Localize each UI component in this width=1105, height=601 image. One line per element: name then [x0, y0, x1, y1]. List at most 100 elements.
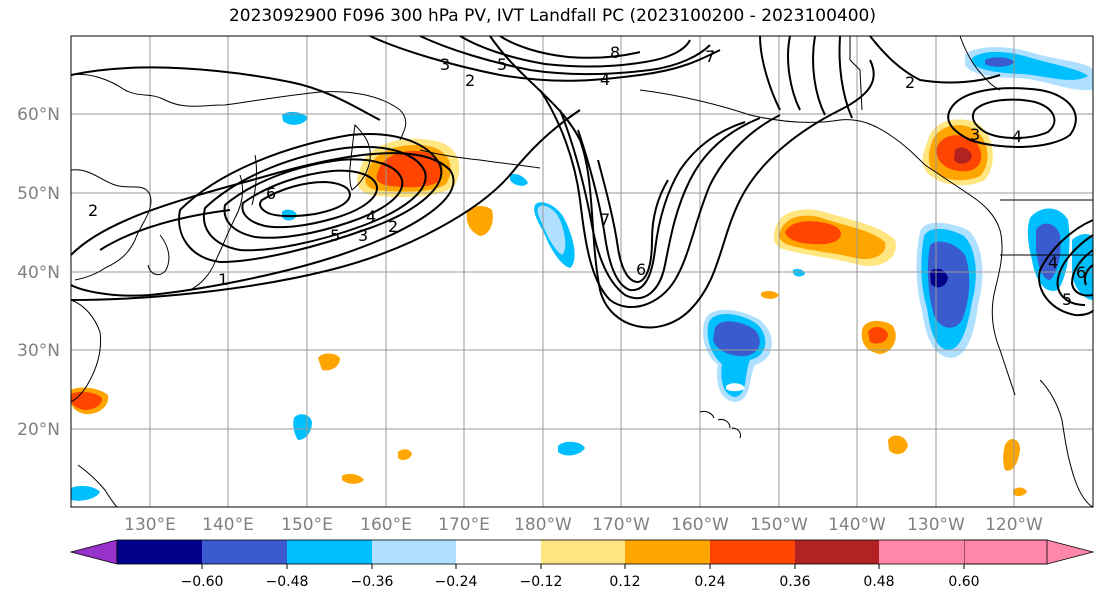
pv-label: 5 [1062, 290, 1072, 309]
ivt-positive-small-f [342, 473, 364, 484]
lon-label: 150°W [750, 515, 808, 535]
pv-contour-east-2 [1056, 234, 1094, 306]
pv-contour-east-4 [1083, 264, 1094, 286]
colorbar-segment [372, 540, 456, 564]
colorbar-segment [710, 540, 795, 564]
chart-title: 2023092900 F096 300 hPa PV, IVT Landfall… [228, 6, 876, 26]
colorbar-tick-label: −0.48 [266, 574, 309, 590]
colorbar-outline [116, 539, 1048, 565]
ivt-negative-small-b [282, 209, 297, 221]
pv-label: 6 [266, 184, 276, 203]
lon-label: 170°W [592, 515, 650, 535]
coastline-japan [189, 174, 243, 291]
coastline-china-south [70, 299, 101, 403]
pv-label: 7 [600, 210, 610, 229]
ivt-negative-hawaii-gap [726, 383, 745, 392]
ivt-positive-small-e [398, 449, 412, 461]
lat-label: 40°N [17, 263, 60, 283]
colorbar-tick-label: −0.60 [181, 574, 224, 590]
lon-label: 140°E [202, 515, 254, 535]
pv-label: 2 [88, 201, 98, 220]
ivt-positive-small-a [318, 353, 340, 371]
lon-label: 120°W [985, 515, 1043, 535]
ivt-positive-small-b [761, 290, 779, 299]
pv-label: 5 [497, 55, 507, 74]
pv-label: 2 [388, 217, 398, 236]
coastline-bc [924, 164, 1016, 396]
pv-contour-arctic-4 [499, 35, 641, 59]
lon-label: 170°E [438, 515, 490, 535]
colorbar-tick-label: 0.48 [863, 574, 894, 590]
lon-label: 130°W [907, 515, 965, 535]
ivt-positive-30n-core [868, 326, 888, 344]
ivt-positive-150w-core [785, 221, 841, 245]
coastline-alaska-north [849, 36, 863, 111]
pv-contour-west-3 [202, 145, 427, 252]
coastline-hawaii-a [699, 410, 715, 419]
pv-contour-ne-1 [759, 35, 781, 111]
lat-label: 20°N [17, 420, 60, 440]
pv-contour-arctic-3 [459, 35, 691, 68]
pv-contour-west-1 [70, 152, 455, 297]
pv-label: 4 [1048, 253, 1058, 272]
pv-contours [70, 35, 1094, 329]
colorbar-segment [625, 540, 710, 564]
longitude-labels: 130°E 140°E 150°E 160°E 170°E 180°W 170°… [124, 515, 1043, 535]
pv-labels: 2 3 4 5 6 7 8 1 2 3 4 5 6 7 2 3 4 2 4 5 … [88, 43, 1086, 309]
coastline-hawaii-c [731, 427, 741, 439]
colorbar-tick-label: 0.60 [948, 574, 979, 590]
colorbar: −0.60 −0.48 −0.36 −0.24 −0.12 0.12 0.24 … [69, 539, 1095, 590]
pv-contour-trough-3 [559, 109, 761, 300]
pv-label: 3 [358, 226, 368, 245]
pv-label: 6 [636, 260, 646, 279]
ivt-negative-130w-inner [927, 241, 970, 328]
colorbar-tick-label: 0.24 [694, 574, 725, 590]
pv-contour-ne-4 [838, 35, 853, 119]
ivt-positive-small-g [1013, 487, 1027, 497]
map-frame [70, 35, 1094, 508]
lon-label: 130°E [124, 515, 176, 535]
lon-label: 140°W [828, 515, 886, 535]
coastline-north-rim [959, 35, 1001, 91]
ivt-positive-small-d [1003, 438, 1020, 471]
colorbar-segment [879, 540, 964, 564]
pv-contour-trough-1 [489, 35, 875, 329]
pv-label: 3 [970, 125, 980, 144]
lon-label: 160°E [360, 515, 412, 535]
ivt-negative-small-g [793, 269, 805, 277]
colorbar-tick-label: 0.12 [609, 574, 640, 590]
ivt-negative-north-core [985, 57, 1015, 67]
ivt-negative-130w-core [930, 268, 948, 288]
ivt-negative-180-light [537, 205, 566, 255]
colorbar-extend-low [69, 539, 118, 565]
ivt-positive-170e [466, 206, 493, 236]
coastline-alaska [639, 89, 926, 166]
ivt-negative-hawaii-inner [713, 321, 760, 357]
lat-label: 60°N [17, 105, 60, 125]
lon-label: 180°W [514, 515, 572, 535]
pv-contour-north-1 [70, 66, 381, 121]
lon-label: 160°W [671, 515, 729, 535]
pv-label: 4 [600, 70, 610, 89]
pv-contour-low-2 [971, 98, 1056, 139]
pv-contour-ne-5 [869, 35, 1001, 84]
colorbar-segment [795, 540, 879, 564]
pv-label: 2 [465, 71, 475, 90]
pv-contour-trough-2 [539, 89, 781, 309]
colorbar-ticks [201, 564, 965, 569]
coastline-china [70, 169, 152, 281]
colorbar-tick-label: −0.36 [351, 574, 394, 590]
coastline-hawaii-b [717, 419, 731, 429]
ivt-positive-bc-max [954, 147, 972, 164]
pv-label: 6 [1076, 263, 1086, 282]
coastline-mexico [1039, 379, 1094, 508]
coastline-sakhalin [251, 154, 257, 206]
colorbar-segment [541, 540, 625, 564]
coastline-aleutians [419, 149, 541, 169]
pv-label: 2 [905, 73, 915, 92]
pv-contour-ne-2 [787, 35, 801, 111]
pv-contour-ne-3 [812, 35, 826, 116]
pv-contour-west-6 [259, 180, 352, 218]
ivt-negative-small-a [282, 111, 308, 125]
